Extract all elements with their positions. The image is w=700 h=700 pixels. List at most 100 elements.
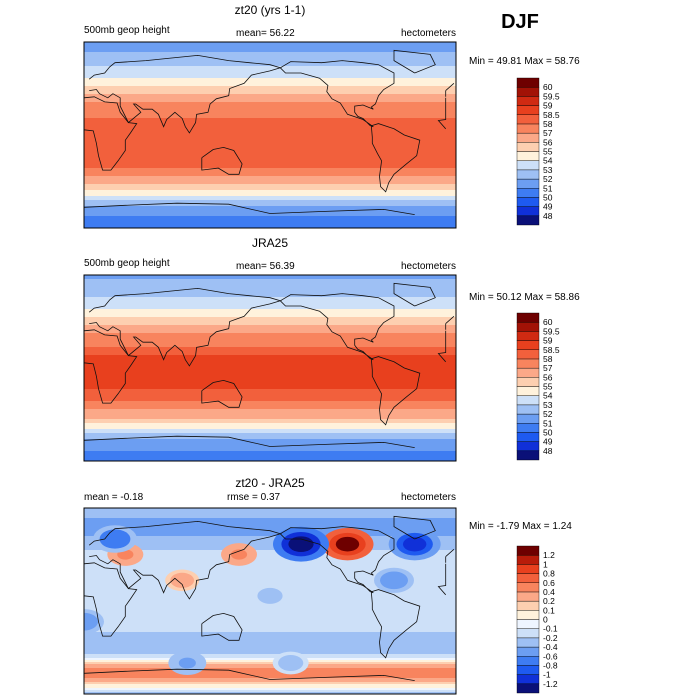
zonal-band [84,409,456,412]
colorbar-tick-label: 59 [543,336,553,346]
coastline [370,356,421,426]
zonal-band [84,455,456,458]
zonal-band [84,289,456,292]
zonal-band [84,281,456,284]
zonal-band [84,453,456,456]
zonal-band [84,642,456,645]
zonal-band [84,562,456,565]
zonal-band [84,335,456,338]
zonal-band [84,150,456,153]
zonal-band [84,218,456,221]
zonal-band [84,646,456,649]
colorbar-tick-label: -0.1 [543,624,558,634]
zonal-band [84,148,456,151]
anomaly-feature [105,532,125,546]
zonal-band [84,554,456,557]
zonal-band [84,325,456,328]
panel-center-label: mean= 56.22 [236,28,295,39]
zonal-band [84,530,456,533]
zonal-band [84,188,456,191]
zonal-band [84,580,456,583]
colorbar-tick-label: 60 [543,317,553,327]
anomaly-feature [84,615,93,628]
colorbar-tick-label: 1 [543,559,548,569]
zonal-band [84,654,456,657]
zonal-band [84,46,456,49]
map-frame [83,507,457,695]
zonal-band [84,690,456,693]
coastline [201,146,243,175]
colorbar-swatch [516,628,540,639]
colorbar-swatch [516,423,540,433]
zonal-band [84,74,456,77]
zonal-band [84,524,456,527]
zonal-band [84,636,456,639]
zonal-band [84,682,456,685]
zonal-band [84,566,456,569]
zonal-band [84,688,456,691]
zonal-band [84,160,456,163]
zonal-band [84,393,456,396]
colorbar-tick-label: 58.5 [543,110,560,120]
zonal-band [84,518,456,521]
zonal-band [84,291,456,294]
zonal-band [84,116,456,119]
coastline [280,526,395,594]
zonal-band [84,626,456,629]
zonal-band [84,381,456,384]
colorbar-tick-label: 0.6 [543,578,555,588]
coastline [201,379,243,408]
zonal-band [84,343,456,346]
coastline [84,668,415,681]
map-frame [83,274,457,462]
zonal-band [84,275,456,278]
panel-center-label: mean= 56.39 [236,261,295,272]
zonal-band [84,120,456,123]
zonal-band [84,114,456,117]
colorbar-tick-label: 57 [543,363,553,373]
colorbar-tick-label: -1 [543,670,551,680]
zonal-band [84,614,456,617]
zonal-band [84,174,456,177]
colorbar-swatch [516,656,540,666]
colorbar-tick-label: 59 [543,101,553,111]
zonal-band [84,648,456,651]
zonal-band [84,182,456,185]
panel-minmax: Min = -1.79 Max = 1.24 [469,521,572,532]
zonal-band [84,311,456,314]
colorbar-swatch [516,637,540,648]
colorbar-tick-label: 53 [543,400,553,410]
colorbar-swatch [516,151,540,161]
colorbar-swatch [516,395,540,406]
zonal-band [84,319,456,322]
colorbar-tick-label: 54 [543,156,553,166]
zonal-band [84,208,456,211]
zonal-band [84,194,456,197]
zonal-band [84,144,456,147]
colorbar-swatch [516,683,540,694]
zonal-band [84,425,456,428]
zonal-band [84,379,456,382]
anomaly-feature [261,590,279,601]
zonal-band [84,220,456,223]
zonal-band [84,421,456,424]
zonal-band [84,82,456,85]
zonal-band [84,399,456,402]
zonal-band [84,214,456,217]
zonal-band [84,666,456,669]
colorbar-tick-label: 57 [543,128,553,138]
colorbar-swatch [516,591,540,602]
zonal-band [84,327,456,330]
zonal-band [84,616,456,619]
zonal-band [84,441,456,444]
zonal-band [84,528,456,531]
zonal-band [84,313,456,316]
zonal-band [84,142,456,145]
zonal-band [84,176,456,179]
zonal-band [84,656,456,659]
zonal-band [84,84,456,87]
zonal-band [84,321,456,324]
zonal-band [84,622,456,625]
zonal-band [84,196,456,199]
